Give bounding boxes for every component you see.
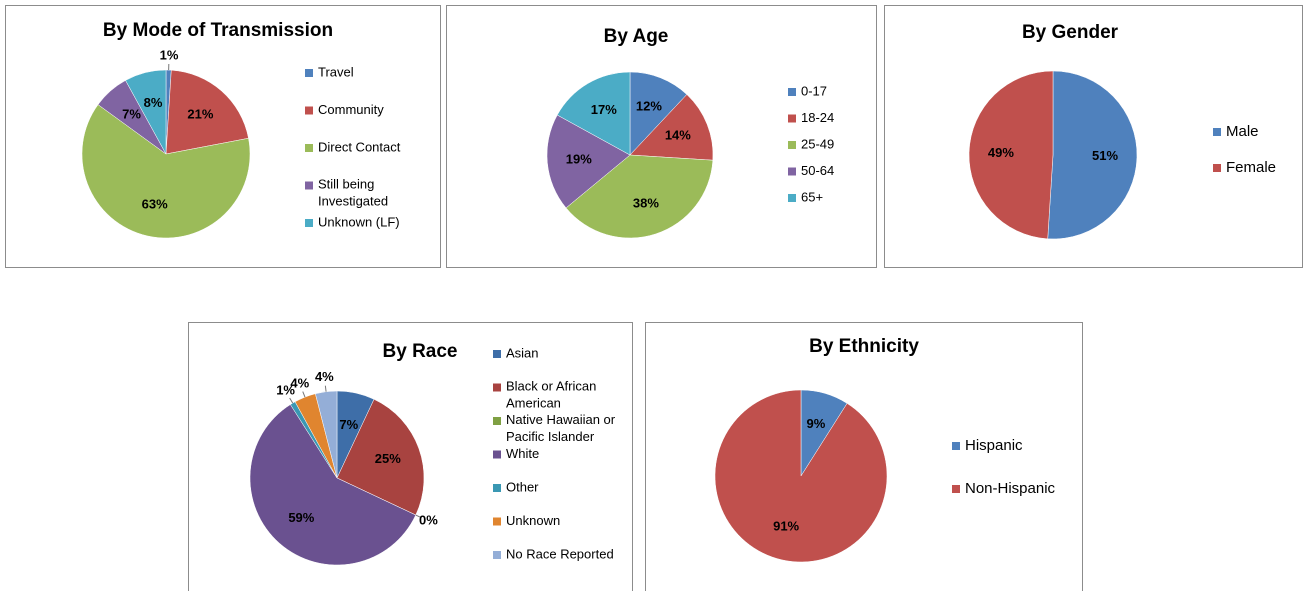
pie-slice — [1047, 70, 1138, 240]
legend-label: 65+ — [801, 189, 823, 204]
legend-swatch — [952, 442, 960, 450]
data-label: 14% — [665, 127, 691, 142]
data-label: 25% — [375, 451, 401, 466]
legend-swatch — [952, 485, 960, 493]
legend-swatch — [493, 551, 501, 559]
legend-swatch — [493, 350, 501, 358]
pie-slice — [565, 154, 714, 239]
data-label: 49% — [988, 145, 1014, 160]
legend-swatch — [788, 194, 796, 202]
data-label: 4% — [315, 369, 334, 384]
legend-label: Hispanic — [965, 437, 1023, 454]
data-label: 38% — [633, 195, 659, 210]
chart-title: By Gender — [1022, 22, 1119, 43]
data-label: 9% — [806, 416, 825, 431]
legend-swatch — [788, 114, 796, 123]
pie-slice — [81, 104, 251, 239]
data-label: 0% — [419, 512, 438, 527]
legend-swatch — [788, 141, 796, 149]
legend-label: 25-49 — [801, 136, 834, 151]
legend-label: Unknown — [506, 513, 560, 528]
legend-swatch — [305, 219, 313, 227]
data-label: 7% — [339, 417, 358, 432]
legend-swatch — [788, 167, 796, 176]
legend-swatch — [305, 106, 313, 115]
pie-slice — [556, 71, 631, 156]
pie-slice — [629, 71, 688, 156]
legend-label: Unknown (LF) — [318, 214, 400, 229]
legend-label: Asian — [506, 345, 539, 360]
legend-label: Black or African American — [506, 379, 596, 411]
data-label: 21% — [187, 106, 213, 121]
legend-swatch — [788, 88, 796, 96]
legend-label: Other — [506, 479, 539, 494]
data-label: 19% — [566, 151, 592, 166]
legend-label: Non-Hispanic — [965, 480, 1056, 497]
legend-swatch — [305, 181, 313, 190]
pie-slice — [125, 69, 167, 155]
chart-title: By Mode of Transmission — [103, 20, 333, 41]
legend-label: Male — [1226, 123, 1259, 140]
legend-swatch — [1213, 164, 1221, 172]
legend-swatch — [493, 383, 501, 392]
leader-line — [415, 514, 422, 519]
legend-label: White — [506, 446, 539, 461]
data-label: 8% — [144, 95, 163, 110]
data-label: 1% — [160, 47, 179, 62]
data-label: 91% — [773, 519, 799, 534]
data-label: 17% — [591, 102, 617, 117]
legend-swatch — [493, 517, 501, 526]
pie-slice — [546, 114, 631, 209]
legend-label: Native Hawaiian or Pacific Islander — [506, 412, 616, 444]
legend-label: Travel — [318, 64, 354, 79]
legend-label: 18-24 — [801, 110, 834, 125]
legend-label: Still being Investigated — [318, 177, 388, 209]
leader-line — [289, 397, 294, 404]
data-label: 63% — [142, 196, 168, 211]
data-label: 51% — [1092, 148, 1118, 163]
leader-line — [302, 391, 306, 398]
legend-swatch — [1213, 128, 1221, 136]
legend-label: Community — [318, 102, 384, 117]
pie-slice — [714, 389, 888, 563]
chart-title: By Age — [604, 26, 669, 47]
data-label: 12% — [636, 99, 662, 114]
legend-swatch — [493, 417, 501, 425]
chart-title: By Ethnicity — [809, 336, 919, 357]
pie-slice — [629, 94, 714, 161]
legend-label: No Race Reported — [506, 546, 614, 561]
legend-label: 50-64 — [801, 163, 834, 178]
legend-swatch — [305, 69, 313, 77]
pie-slice — [249, 404, 417, 566]
legend-swatch — [493, 450, 501, 459]
legend-swatch — [305, 144, 313, 152]
data-label: 7% — [122, 106, 141, 121]
legend-label: 0-17 — [801, 83, 827, 98]
pie-slice — [336, 398, 425, 516]
legend-label: Female — [1226, 159, 1276, 176]
data-label: 59% — [288, 510, 314, 525]
legend-swatch — [493, 484, 501, 492]
chart-title: By Race — [383, 341, 458, 362]
data-label: 4% — [290, 376, 309, 391]
pie-slice — [968, 70, 1054, 240]
legend-label: Direct Contact — [318, 139, 401, 154]
leader-line — [324, 385, 327, 392]
data-label: 1% — [276, 383, 295, 398]
pie-slice — [165, 69, 249, 155]
